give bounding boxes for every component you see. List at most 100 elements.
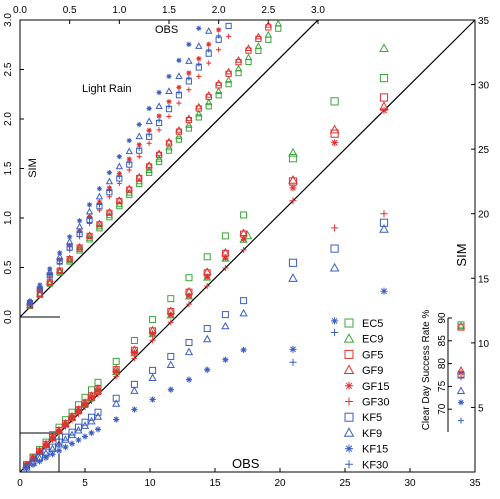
inset-point <box>46 279 54 286</box>
main-point <box>93 412 103 420</box>
main-point <box>288 174 298 184</box>
inset-point <box>126 167 132 173</box>
main-point <box>149 337 156 344</box>
main-point <box>166 360 175 369</box>
inset-point <box>175 126 183 133</box>
main-point <box>222 356 229 363</box>
legend-label: KF5 <box>362 412 382 424</box>
inset-point <box>206 60 212 66</box>
inset-point <box>27 300 33 306</box>
inset-point <box>77 218 83 224</box>
inset-point <box>126 156 132 162</box>
side-panel-point <box>458 399 464 406</box>
inset-point <box>86 202 93 208</box>
side-panel-point <box>458 374 464 381</box>
main-point <box>289 358 297 366</box>
inset-point <box>106 187 112 194</box>
main-point <box>36 458 43 465</box>
legend-label: EC9 <box>362 334 383 346</box>
main-y-tick-label: 20 <box>478 210 490 221</box>
inset-y-tick-label: 1.0 <box>3 211 14 225</box>
inset-point <box>195 114 202 121</box>
inset-point <box>224 67 233 75</box>
inset-point <box>156 89 162 96</box>
inset-point <box>136 142 142 148</box>
main-point <box>112 399 121 407</box>
main-point <box>379 93 389 102</box>
inset-point <box>185 57 193 64</box>
main-point <box>221 247 230 256</box>
inset-x-tick-label: 2.0 <box>212 5 226 16</box>
main-point <box>88 397 95 404</box>
inset-point <box>205 27 213 34</box>
main-x-tick-label: 15 <box>209 478 221 489</box>
inset-point <box>106 185 112 191</box>
main-point <box>95 426 101 433</box>
main-point <box>112 357 120 365</box>
inset-point <box>225 81 232 88</box>
inset-point <box>65 254 74 262</box>
inset-point <box>175 136 183 143</box>
inset-point <box>175 132 183 140</box>
inset-point <box>216 27 222 33</box>
main-point <box>149 316 157 324</box>
legend-marker <box>345 444 353 453</box>
inset-point <box>95 219 104 227</box>
main-point <box>88 429 95 436</box>
inset-point <box>116 170 122 177</box>
inset-point <box>214 79 223 87</box>
inset-point <box>264 30 273 38</box>
inset-point <box>77 230 83 236</box>
inset-point <box>155 158 163 165</box>
inset-point <box>65 256 74 264</box>
inset-diagonal-boundary <box>19 19 319 318</box>
main-point <box>239 308 248 317</box>
inset-point <box>67 234 73 240</box>
side-panel-tick-label: 85 <box>437 335 448 347</box>
inset-point <box>145 166 153 173</box>
inset-point <box>166 73 172 80</box>
main-point <box>331 317 339 325</box>
main-point <box>288 273 298 282</box>
inset-point <box>145 117 153 125</box>
main-point <box>221 311 229 319</box>
inset-point <box>96 186 103 192</box>
legend-label: KF15 <box>362 444 388 456</box>
main-point <box>167 352 175 360</box>
main-point <box>43 443 49 450</box>
main-point <box>330 97 339 106</box>
side-panel-tick-label: 80 <box>437 358 448 370</box>
main-point <box>222 255 229 262</box>
main-point <box>113 416 120 423</box>
main-point <box>88 394 95 401</box>
inset-point <box>57 250 63 256</box>
inset-point <box>264 20 273 28</box>
legend-marker <box>343 427 355 437</box>
inset-point <box>165 137 173 145</box>
inset-point <box>175 72 183 79</box>
inset-point <box>254 32 263 40</box>
inset-point <box>136 121 142 128</box>
side-panel-ticks: 70 75 80 85 90 <box>437 312 452 415</box>
main-point <box>67 430 77 439</box>
main-point <box>240 211 248 219</box>
main-point <box>240 236 247 243</box>
main-y-tick-label: 30 <box>478 81 490 92</box>
legend-marker <box>345 381 353 390</box>
inset-point <box>37 282 43 288</box>
inset-point <box>47 266 53 272</box>
inset-point <box>145 161 153 168</box>
inset-point <box>165 87 173 94</box>
inset-point <box>46 277 54 285</box>
inset-x-tick-label: 1.0 <box>112 5 126 16</box>
inset-point <box>146 140 152 146</box>
main-point <box>288 154 298 163</box>
legend-label: GF15 <box>362 381 390 393</box>
main-point <box>149 366 157 374</box>
inset-point <box>166 113 172 120</box>
inset-points <box>26 19 282 310</box>
inset-point <box>165 143 173 151</box>
inset-point <box>245 58 252 66</box>
inset-point <box>86 215 93 222</box>
main-x-tick-label: 25 <box>339 478 351 489</box>
